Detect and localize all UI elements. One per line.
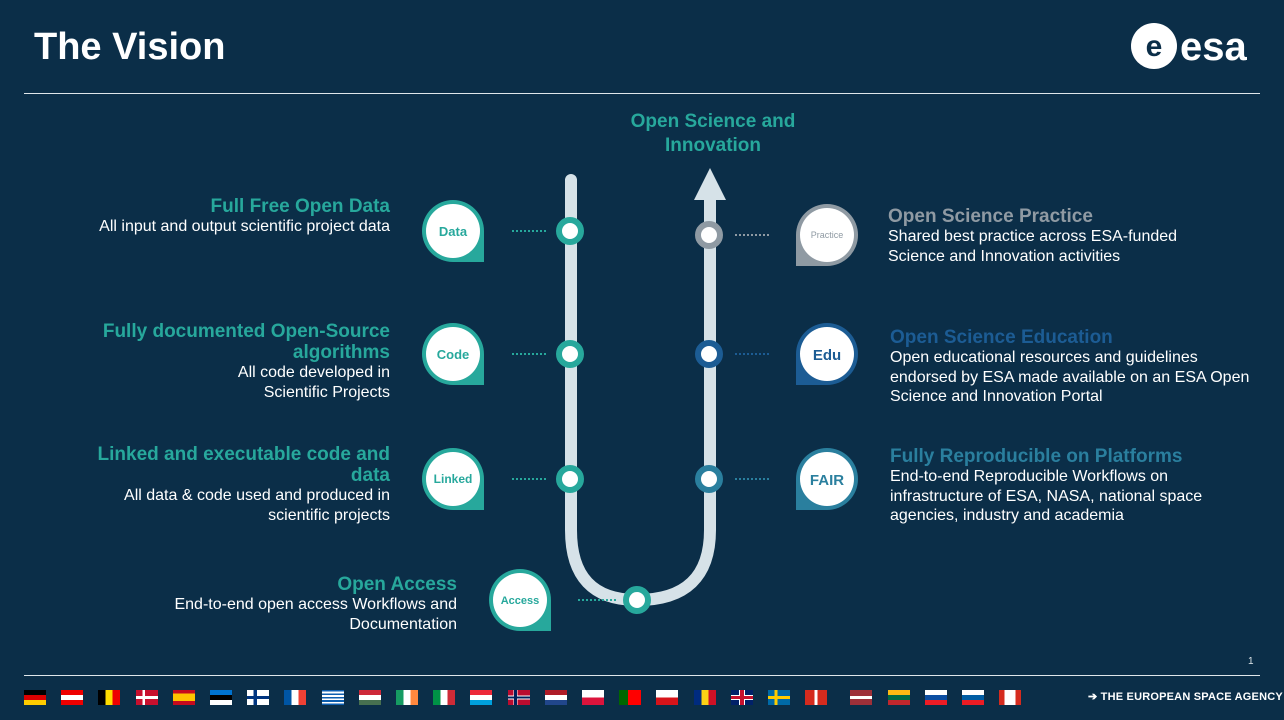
flag-netherlands-icon xyxy=(545,690,567,705)
svg-text:e: e xyxy=(1146,30,1163,63)
flag-canada-icon xyxy=(999,690,1021,705)
item-code-text: Fully documented Open-Source algorithms … xyxy=(90,321,390,402)
badge-linked: Linked xyxy=(422,448,484,510)
goal-label: Open Science and Innovation xyxy=(630,111,796,156)
badge-practice-label: Practice xyxy=(811,230,844,240)
flag-slovenia-icon xyxy=(962,690,984,705)
item-code-description: All code developed in Scientific Project… xyxy=(237,364,390,401)
item-linked-description: All data & code used and produced in sci… xyxy=(124,487,390,524)
item-access-heading: Open Access xyxy=(337,574,457,595)
badge-edu-label: Edu xyxy=(813,347,841,364)
badge-code: Code xyxy=(422,323,484,385)
node-linked xyxy=(556,465,584,493)
page-number: 1 xyxy=(1248,656,1254,667)
logo-wordmark: esa xyxy=(1180,25,1247,69)
badge-data: Data xyxy=(422,200,484,262)
flag-austria-icon xyxy=(61,690,83,705)
item-data-text: Full Free Open Data All input and output… xyxy=(90,196,390,237)
footer-tagline: ➔ THE EUROPEAN SPACE AGENCY xyxy=(1088,691,1283,703)
node-code xyxy=(556,340,584,368)
badge-linked-label: Linked xyxy=(434,472,473,486)
badge-fair: FAIR xyxy=(796,448,858,510)
flag-czech-republic-icon xyxy=(656,690,678,705)
flag-germany-icon xyxy=(24,690,46,705)
item-practice-text: Open Science Practice Shared best practi… xyxy=(888,206,1228,266)
flag-spain-icon xyxy=(173,690,195,705)
item-fair-text: Fully Reproducible on Platforms End-to-e… xyxy=(890,446,1250,526)
item-data-heading: Full Free Open Data xyxy=(210,196,390,217)
flag-norway-icon xyxy=(508,690,530,705)
item-practice-description: Shared best practice across ESA-funded S… xyxy=(888,228,1178,265)
item-fair-description: End-to-end Reproducible Workflows on inf… xyxy=(890,468,1203,524)
badge-access-label: Access xyxy=(501,595,540,607)
item-edu-text: Open Science Education Open educational … xyxy=(890,327,1250,407)
footer-divider xyxy=(24,675,1260,676)
node-edu xyxy=(695,340,723,368)
flag-latvia-icon xyxy=(850,690,872,705)
item-fair-heading: Fully Reproducible on Platforms xyxy=(890,446,1183,467)
badge-code-label: Code xyxy=(437,347,470,362)
node-data xyxy=(556,217,584,245)
item-code-heading: Fully documented Open-Source algorithms xyxy=(102,321,390,363)
flag-belgium-icon xyxy=(98,690,120,705)
u-path xyxy=(565,174,716,607)
item-access-description: End-to-end open access Workflows and Doc… xyxy=(174,596,457,633)
flag-hungary-icon xyxy=(359,690,381,705)
flag-lithuania-icon xyxy=(888,690,910,705)
flag-greece-icon xyxy=(322,690,344,705)
header-divider xyxy=(24,93,1260,94)
badge-fair-label: FAIR xyxy=(810,472,844,489)
flag-finland-icon xyxy=(247,690,269,705)
item-edu-description: Open educational resources and guideline… xyxy=(890,349,1250,405)
flag-italy-icon xyxy=(433,690,455,705)
item-data-description: All input and output scientific project … xyxy=(99,218,390,235)
flag-denmark-icon xyxy=(136,690,158,705)
flag-sweden-icon xyxy=(768,690,790,705)
slide-title: The Vision xyxy=(34,26,226,68)
flag-ireland-icon xyxy=(396,690,418,705)
node-practice xyxy=(695,221,723,249)
badge-edu: Edu xyxy=(796,323,858,385)
badge-access: Access xyxy=(489,569,551,631)
badge-data-label: Data xyxy=(439,224,468,239)
flag-switzerland-icon xyxy=(805,690,827,705)
flag-slovakia-icon xyxy=(925,690,947,705)
flag-luxembourg-icon xyxy=(470,690,492,705)
item-edu-heading: Open Science Education xyxy=(890,327,1113,348)
flag-romania-icon xyxy=(694,690,716,705)
flag-france-icon xyxy=(284,690,306,705)
node-fair xyxy=(695,465,723,493)
item-practice-heading: Open Science Practice xyxy=(888,206,1093,227)
esa-logo: e esa xyxy=(1131,23,1247,69)
flag-poland-icon xyxy=(582,690,604,705)
item-access-text: Open Access End-to-end open access Workf… xyxy=(160,574,457,634)
node-access xyxy=(623,586,651,614)
flag-estonia-icon xyxy=(210,690,232,705)
item-linked-text: Linked and executable code and data All … xyxy=(70,444,390,525)
flag-portugal-icon xyxy=(619,690,641,705)
flag-united-kingdom-icon xyxy=(731,690,753,705)
badge-practice: Practice xyxy=(796,204,859,267)
arrow-head-icon xyxy=(694,168,726,200)
item-linked-heading: Linked and executable code and data xyxy=(97,444,390,486)
